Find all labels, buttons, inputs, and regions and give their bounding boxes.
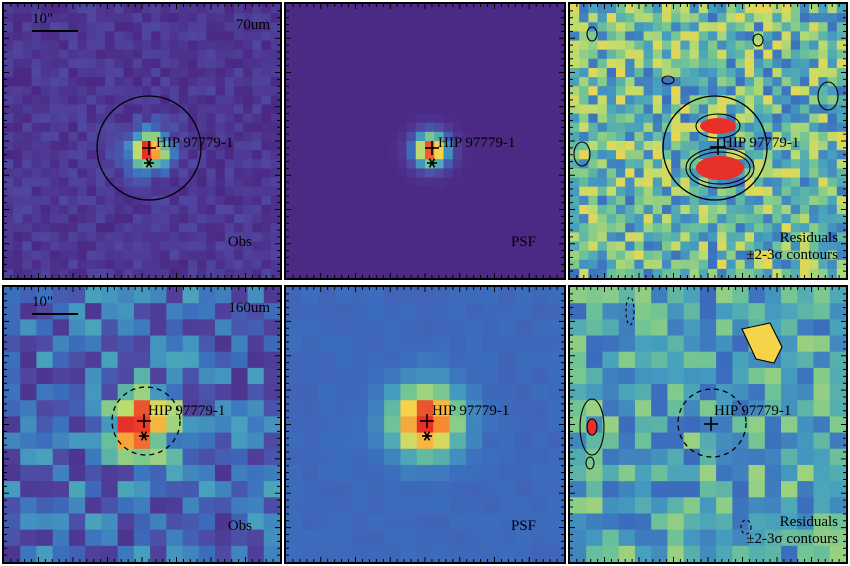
source-label: HIP 97779-1 (148, 403, 226, 419)
source-label: HIP 97779-1 (722, 135, 800, 151)
residuals-title: Residuals (779, 514, 838, 530)
pixel-grid (4, 4, 280, 278)
image-160um-obs (4, 287, 280, 562)
axis-ticks (286, 287, 564, 562)
source-label: HIP 97779-1 (438, 135, 516, 151)
panel-label-obs: Obs (227, 518, 252, 534)
scale-bar-label: 10" (32, 294, 54, 310)
residuals-label: Residuals ±2-3σ contours (746, 514, 838, 548)
panel-160um-residuals: HIP 97779-1 Residuals ±2-3σ contours (568, 285, 848, 564)
axis-ticks (4, 4, 280, 278)
band-label: 70um (235, 17, 270, 33)
panel-70um-psf: HIP 97779-1 PSF (284, 2, 566, 280)
aperture-circle (96, 95, 202, 201)
source-markers (420, 414, 434, 441)
source-label: HIP 97779-1 (156, 135, 234, 151)
image-70um-obs (4, 4, 280, 278)
aperture-circle (677, 388, 747, 458)
pixel-grid (286, 4, 564, 278)
axis-ticks (4, 287, 280, 562)
axis-ticks (570, 4, 846, 278)
panel-70um-residuals: HIP 97779-1 Residuals ±2-3σ contours (568, 2, 848, 280)
aperture-circle (111, 386, 181, 456)
residuals-label: Residuals ±2-3σ contours (746, 230, 838, 264)
band-label: 160um (228, 300, 270, 316)
residuals-title: Residuals (779, 230, 838, 246)
image-160um-psf (286, 287, 564, 562)
panel-70um-obs: 10" 70um HIP 97779-1 Obs (2, 2, 282, 280)
residual-blobs (696, 118, 744, 180)
contours-note: ±2-3σ contours (746, 531, 838, 547)
contours (579, 296, 783, 535)
panel-160um-obs: 10" 160um HIP 97779-1 Obs (2, 285, 282, 564)
panel-label-psf: PSF (510, 234, 536, 250)
source-label: HIP 97779-1 (432, 403, 510, 419)
source-markers (425, 141, 439, 168)
image-70um-psf (286, 4, 564, 278)
axis-ticks (570, 287, 846, 562)
aperture-circle (662, 95, 768, 201)
pixel-grid (4, 287, 280, 562)
panel-160um-psf: HIP 97779-1 PSF (284, 285, 566, 564)
source-markers (142, 141, 156, 168)
image-70um-residuals (570, 4, 846, 278)
source-markers (137, 414, 151, 441)
source-label: HIP 97779-1 (714, 403, 792, 419)
scale-bar-label: 10" (32, 11, 54, 27)
panel-label-obs: Obs (227, 234, 252, 250)
image-160um-residuals (570, 287, 846, 562)
pixel-grid (570, 287, 846, 562)
contours-note: ±2-3σ contours (746, 247, 838, 263)
axis-ticks (286, 4, 564, 278)
panel-label-psf: PSF (510, 518, 536, 534)
pixel-grid (286, 287, 564, 562)
pixel-grid (570, 4, 846, 278)
contours (573, 26, 839, 189)
